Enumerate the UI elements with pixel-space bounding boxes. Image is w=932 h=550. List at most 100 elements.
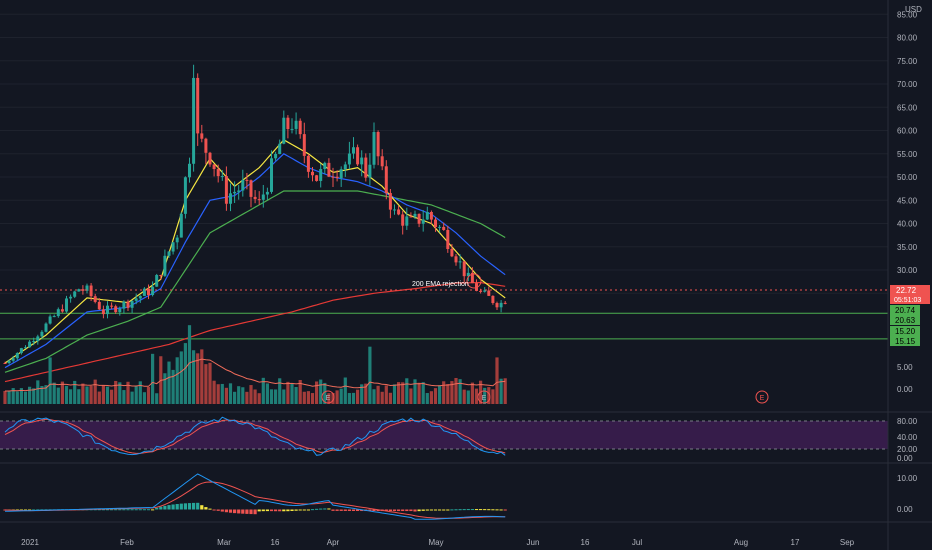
candle[interactable] xyxy=(315,174,319,182)
candle[interactable] xyxy=(3,361,7,364)
candle[interactable] xyxy=(384,160,388,200)
stochastic-pane[interactable] xyxy=(0,416,888,456)
candle[interactable] xyxy=(147,284,150,300)
candle[interactable] xyxy=(216,164,220,183)
candle[interactable] xyxy=(446,225,450,253)
candle[interactable] xyxy=(138,295,142,303)
candle[interactable] xyxy=(229,183,232,212)
candle[interactable] xyxy=(491,295,495,305)
candle[interactable] xyxy=(347,141,351,170)
candle[interactable] xyxy=(28,340,32,348)
candle[interactable] xyxy=(454,253,458,266)
candle[interactable] xyxy=(405,207,409,230)
candle[interactable] xyxy=(196,73,200,146)
candle[interactable] xyxy=(89,283,93,301)
candle[interactable] xyxy=(126,299,130,311)
macd-pane[interactable] xyxy=(3,473,507,520)
candle[interactable] xyxy=(212,164,216,177)
candle[interactable] xyxy=(56,307,60,318)
candle[interactable] xyxy=(19,347,23,355)
candle[interactable] xyxy=(249,179,253,208)
volume-pane[interactable]: E E E xyxy=(3,325,769,404)
candle[interactable] xyxy=(274,151,278,161)
candle[interactable] xyxy=(397,205,401,216)
candle[interactable] xyxy=(356,144,360,167)
candle[interactable] xyxy=(101,305,105,319)
candle[interactable] xyxy=(85,283,89,294)
candles[interactable] xyxy=(3,64,507,365)
candle[interactable] xyxy=(81,285,85,295)
candle[interactable] xyxy=(368,153,372,186)
candle[interactable] xyxy=(257,191,261,205)
candle[interactable] xyxy=(122,300,126,314)
candle[interactable] xyxy=(270,150,273,194)
candle[interactable] xyxy=(233,181,237,204)
candle[interactable] xyxy=(110,302,114,310)
candle[interactable] xyxy=(7,359,11,365)
candle[interactable] xyxy=(413,210,417,220)
candle[interactable] xyxy=(331,167,335,188)
candle[interactable] xyxy=(11,355,15,363)
candle[interactable] xyxy=(335,170,339,182)
candle[interactable] xyxy=(466,267,470,282)
candle[interactable] xyxy=(401,210,405,235)
price-pane[interactable]: 200 EMA rejection xyxy=(0,64,888,383)
candle[interactable] xyxy=(97,298,101,311)
candle[interactable] xyxy=(483,287,487,293)
candle[interactable] xyxy=(130,300,134,314)
candle[interactable] xyxy=(220,170,224,181)
time-axis[interactable]: 2021 Feb Mar 16 Apr May Jun 16 Jul Aug 17 Sep xyxy=(21,538,855,547)
candle[interactable] xyxy=(311,166,314,182)
candle[interactable] xyxy=(52,314,56,318)
candle[interactable] xyxy=(167,251,171,259)
candle[interactable] xyxy=(372,122,376,169)
candle[interactable] xyxy=(241,169,245,197)
candle[interactable] xyxy=(475,279,478,292)
candle[interactable] xyxy=(200,124,204,143)
candle[interactable] xyxy=(429,210,433,225)
candle[interactable] xyxy=(319,163,323,188)
candle[interactable] xyxy=(393,204,396,215)
candle[interactable] xyxy=(417,213,421,228)
candle[interactable] xyxy=(282,110,286,145)
candle[interactable] xyxy=(134,293,138,305)
candle[interactable] xyxy=(36,334,40,345)
candle[interactable] xyxy=(114,304,118,314)
candle[interactable] xyxy=(421,210,425,232)
candle[interactable] xyxy=(106,301,109,319)
candle[interactable] xyxy=(192,64,196,172)
candle[interactable] xyxy=(380,149,384,171)
candle[interactable] xyxy=(339,166,343,187)
candle[interactable] xyxy=(237,185,241,200)
candle[interactable] xyxy=(188,157,191,183)
candle[interactable] xyxy=(265,187,269,200)
candle[interactable] xyxy=(434,217,437,232)
candle[interactable] xyxy=(343,161,347,177)
candle[interactable] xyxy=(327,158,331,178)
candle[interactable] xyxy=(253,190,257,204)
earnings-marker[interactable]: E xyxy=(477,390,491,404)
candle[interactable] xyxy=(155,273,159,287)
candle[interactable] xyxy=(442,222,446,231)
candle[interactable] xyxy=(224,166,228,211)
candle[interactable] xyxy=(278,139,282,155)
candle[interactable] xyxy=(470,267,474,284)
candle[interactable] xyxy=(65,295,68,313)
candle[interactable] xyxy=(175,234,179,250)
candle[interactable] xyxy=(163,249,167,277)
candle[interactable] xyxy=(352,137,355,159)
candle[interactable] xyxy=(364,153,368,182)
candle[interactable] xyxy=(208,151,212,167)
candle[interactable] xyxy=(458,254,462,269)
candle[interactable] xyxy=(179,212,183,238)
candle[interactable] xyxy=(32,337,36,346)
price-axis[interactable]: USD 85.00 80.00 75.00 70.00 65.00 60.00 55.00 5… xyxy=(890,5,930,514)
candle[interactable] xyxy=(24,345,27,349)
candle[interactable] xyxy=(409,212,413,218)
candle[interactable] xyxy=(93,293,97,304)
candle[interactable] xyxy=(323,161,327,174)
earnings-marker[interactable]: E xyxy=(755,390,769,404)
candle[interactable] xyxy=(462,261,466,282)
candle[interactable] xyxy=(302,122,306,164)
